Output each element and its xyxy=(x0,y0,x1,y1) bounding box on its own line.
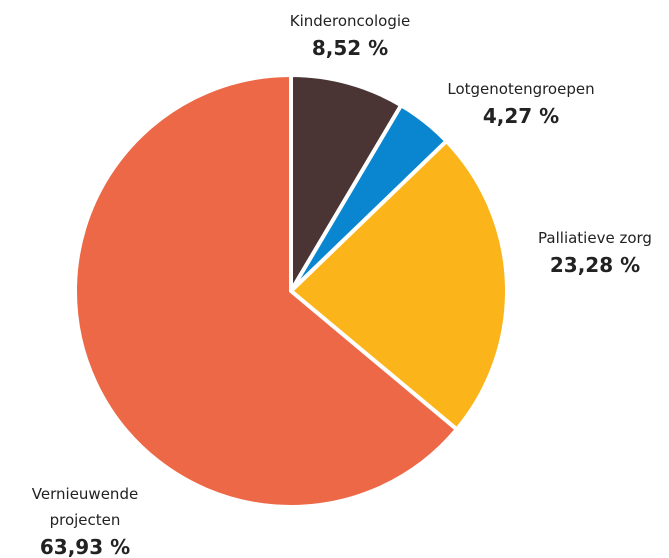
category-label: Palliatieve zorg xyxy=(538,229,652,247)
category-label: Vernieuwende projecten xyxy=(31,485,139,529)
pie-slice xyxy=(289,139,509,432)
pie-slice xyxy=(289,73,404,293)
slice-label: Vernieuwende projecten 63,93 % xyxy=(10,481,160,558)
slice-label: Kinderoncologie 8,52 % xyxy=(280,8,420,62)
value-label: 63,93 % xyxy=(39,535,131,558)
value-label: 8,52 % xyxy=(311,36,389,60)
pie-slice xyxy=(73,73,459,509)
slice-label: Lotgenotengroepen 4,27 % xyxy=(421,76,621,130)
value-label: 4,27 % xyxy=(482,104,560,128)
value-label: 23,28 % xyxy=(549,253,641,277)
slice-label: Palliatieve zorg 23,28 % xyxy=(515,225,669,279)
category-label: Lotgenotengroepen xyxy=(447,80,595,98)
category-label: Kinderoncologie xyxy=(289,12,411,30)
